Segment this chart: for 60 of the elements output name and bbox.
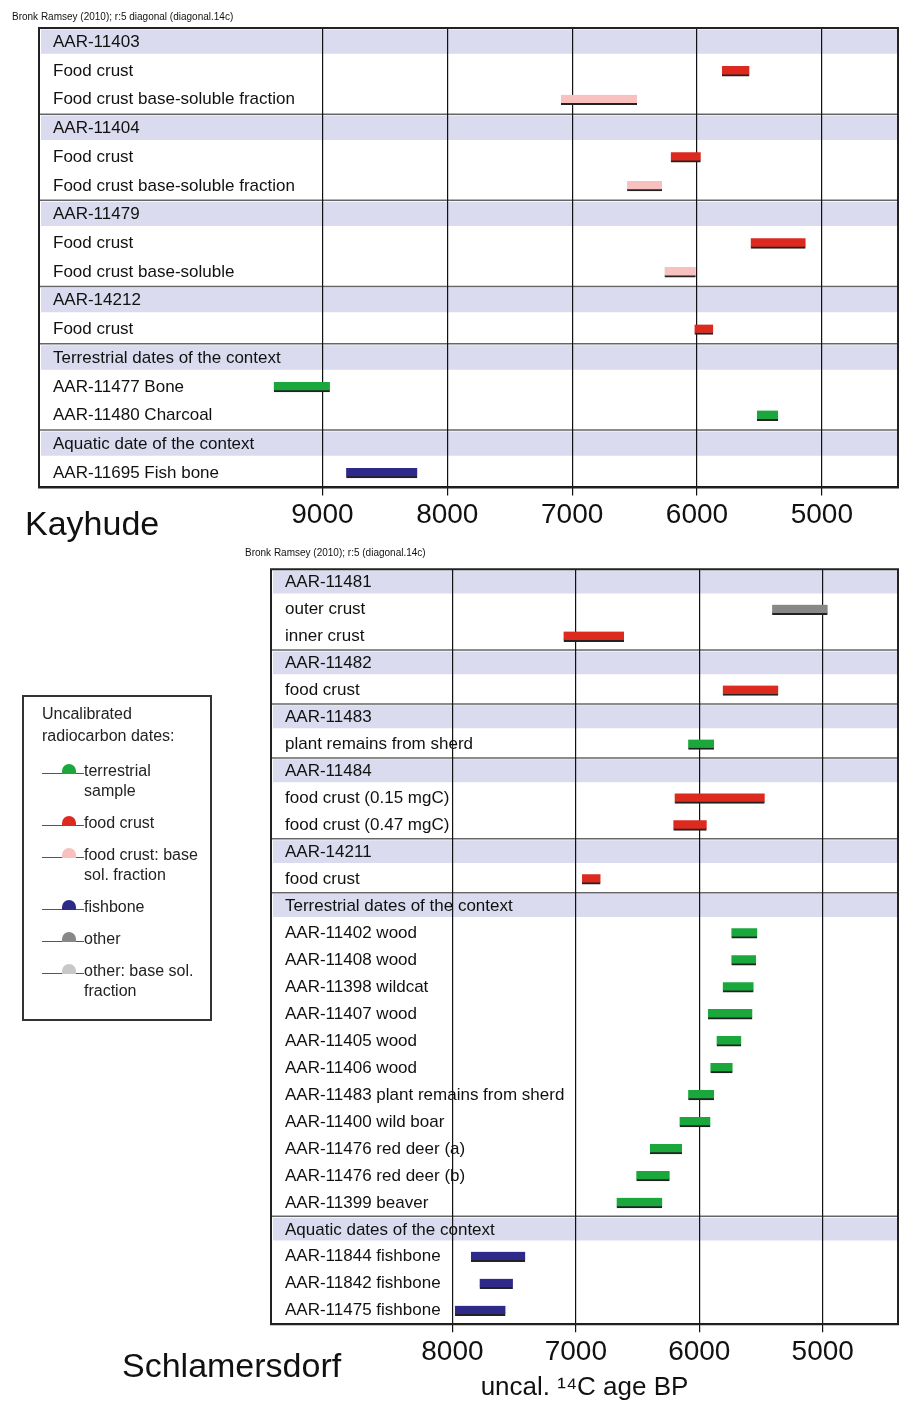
x-tick-label: 8000 xyxy=(416,497,479,529)
x-tick-label: 7000 xyxy=(540,497,604,529)
y-tick-label: AAR-11399 beaver xyxy=(285,1192,429,1212)
y-tick-label: outer crust xyxy=(285,599,366,619)
chart-subtitle: Bronk Ramsey (2010); r:5 (diagonal.14c) xyxy=(245,547,426,558)
legend-label: other xyxy=(84,929,121,949)
y-tick-label: Food crust base-soluble fraction xyxy=(53,89,295,109)
text: Schlamersdorf xyxy=(122,1346,342,1384)
y-tick-label: inner crust xyxy=(285,626,365,646)
x-tick-label: 7000 xyxy=(544,1334,608,1366)
y-tick-label: AAR-11481 xyxy=(285,572,372,592)
y-tick-label: AAR-11408 wood xyxy=(285,949,417,969)
y-tick-label: AAR-11404 xyxy=(53,118,140,138)
y-tick-label: AAR-11405 wood xyxy=(285,1030,417,1050)
y-tick-label: food crust (0.15 mgC) xyxy=(285,788,450,808)
y-tick-label: AAR-11695 Fish bone xyxy=(53,462,220,482)
y-tick-label: AAR-14211 xyxy=(285,842,372,862)
x-tick-label: 5000 xyxy=(790,497,853,529)
legend-label: food crust: base sol. fraction xyxy=(84,845,199,885)
y-tick-label: Food crust xyxy=(53,319,134,339)
y-tick-label: AAR-11477 Bone xyxy=(53,376,185,396)
y-tick-label: AAR-11407 wood xyxy=(285,1003,417,1023)
x-tick-label: 6000 xyxy=(665,497,729,529)
y-tick-label: AAR-11403 xyxy=(53,32,140,52)
legend-label: food crust xyxy=(84,813,155,833)
y-tick-label: AAR-11406 wood xyxy=(285,1057,417,1077)
y-tick-label: Food crust xyxy=(53,146,134,166)
y-tick-label: food crust xyxy=(285,680,360,700)
y-tick-label: AAR-11482 xyxy=(285,653,372,673)
x-axis-title: uncal. ¹⁴C age BP xyxy=(480,1370,689,1401)
legend-label: terrestrial sample xyxy=(84,761,152,801)
y-tick-label: Terrestrial dates of the context xyxy=(285,895,513,915)
y-tick-label: AAR-11400 wild boar xyxy=(285,1111,445,1131)
y-tick-label: Food crust xyxy=(53,60,134,80)
y-tick-label: AAR-11842 fishbone xyxy=(285,1273,441,1293)
y-tick-label: AAR-11402 wood xyxy=(285,922,417,942)
y-tick-label: AAR-11398 wildcat xyxy=(285,976,429,996)
y-tick-label: food crust (0.47 mgC) xyxy=(285,815,450,835)
y-tick-label: AAR-11475 fishbone xyxy=(285,1300,441,1320)
y-tick-label: Food crust base-soluble fraction xyxy=(53,175,295,195)
x-tick-label: 9000 xyxy=(291,497,354,529)
y-tick-label: Aquatic date of the context xyxy=(53,434,255,454)
y-tick-label: AAR-11483 xyxy=(285,707,372,727)
legend-label: other: base sol. fraction xyxy=(84,961,195,1001)
y-tick-label: Food crust xyxy=(53,233,134,253)
y-tick-label: AAR-11479 xyxy=(53,204,140,224)
chart-subtitle: Bronk Ramsey (2010); r:5 diagonal (diagonal.14c) xyxy=(12,11,234,22)
legend-title: Uncalibrated radiocarbon dates: xyxy=(42,704,176,746)
x-tick-label: 5000 xyxy=(791,1334,854,1366)
x-tick-label: 8000 xyxy=(421,1334,484,1366)
y-tick-label: Terrestrial dates of the context xyxy=(53,347,281,367)
y-tick-label: AAR-11484 xyxy=(285,761,372,781)
y-tick-label: AAR-11480 Charcoal xyxy=(53,405,213,425)
y-tick-label: AAR-11844 fishbone xyxy=(285,1246,441,1266)
y-tick-label: AAR-14212 xyxy=(53,290,141,310)
text: Kayhude xyxy=(25,504,160,542)
legend-label: fishbone xyxy=(84,897,145,917)
x-tick-label: 6000 xyxy=(668,1334,731,1366)
y-tick-label: Food crust base-soluble xyxy=(53,261,235,281)
y-tick-label: food crust xyxy=(285,868,360,888)
